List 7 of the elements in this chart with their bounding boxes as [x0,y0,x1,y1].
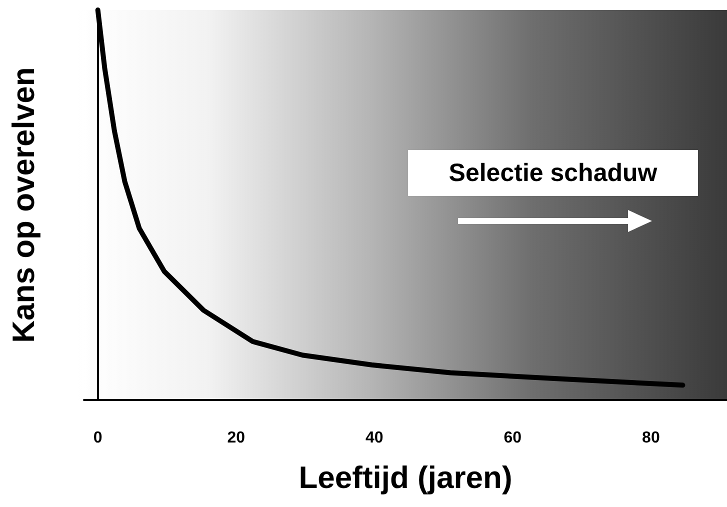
y-axis-title: Kans op overelven [6,67,41,343]
x-tick-label: 60 [504,430,522,446]
x-tick-label: 40 [365,430,384,446]
x-tick-label: 0 [93,430,102,446]
x-axis-title: Leeftijd (jaren) [298,460,512,495]
x-tick-label: 20 [227,430,246,446]
x-tick-label: 80 [642,430,660,446]
